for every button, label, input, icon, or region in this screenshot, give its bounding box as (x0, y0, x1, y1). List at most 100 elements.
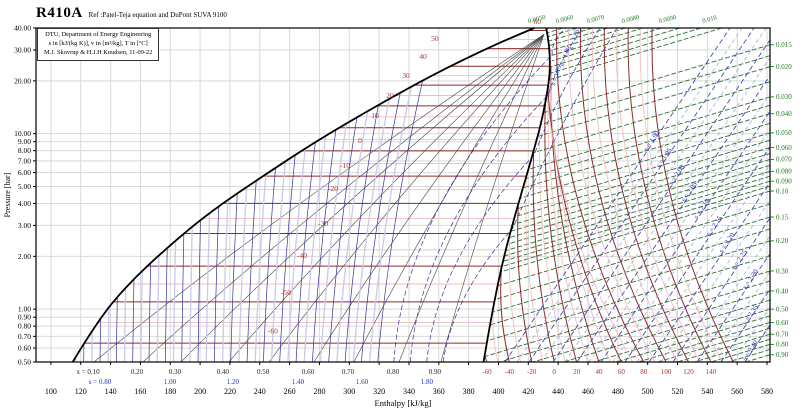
entropy-bottom-label: 1.40 (292, 378, 305, 386)
isochore-right-label: 0.015 (776, 41, 792, 49)
quality-label: 0.80 (387, 368, 400, 376)
temperature-bottom-label: 20 (573, 368, 581, 376)
isochore-right-label: 0.090 (776, 177, 792, 185)
isochore-line (483, 132, 770, 320)
quality-label: 0.40 (217, 368, 230, 376)
isotherm-superheat-line (579, 28, 667, 362)
x-tick-label: 160 (134, 387, 146, 396)
x-tick-label: 260 (284, 387, 296, 396)
bottom-label-rows: x = 0.10 0.20 0.30 0.40 0.50 0.60 0.70 0.80 0.90… (76, 368, 716, 386)
refrigerant-title: R410A (36, 5, 83, 21)
x-tick-label: 540 (701, 387, 713, 396)
isotherm-superheat-line (627, 28, 712, 362)
y-tick-label: 0.80 (18, 322, 31, 331)
isochore-right-label: 0.90 (776, 351, 789, 359)
isochore-right-label: 0.70 (776, 331, 789, 339)
isentrope-vapor-line (624, 28, 770, 362)
isentrope-vapor-line (576, 28, 770, 362)
isochore-right-label: 0.40 (776, 287, 789, 295)
x-tick-label: 420 (522, 387, 534, 396)
x-tick-label: 100 (45, 387, 57, 396)
isochore-line (483, 113, 770, 301)
isochore-line (483, 81, 770, 269)
temperature-dome-label: -60 (268, 326, 278, 335)
temperature-top-label: 60 (534, 17, 542, 26)
temperature-bottom-label: 140 (706, 368, 717, 376)
temperature-bottom-label: 60 (618, 368, 626, 376)
isochore-line (483, 203, 770, 362)
isochore-right-label: 0.60 (776, 319, 789, 327)
x-axis-title: Enthalpy [kJ/kg] (375, 398, 432, 408)
isochore-line (483, 44, 770, 232)
isentrope-vapor-line (672, 28, 770, 362)
isotherm-superheat-line (567, 28, 656, 362)
y-tick-label: 1.00 (18, 305, 31, 314)
temperature-bottom-label: 80 (640, 368, 648, 376)
y-tick-label: 9.00 (18, 137, 31, 146)
isochore-line (483, 299, 770, 362)
x-tick-label: 300 (343, 387, 355, 396)
temperature-dome-label: -10 (340, 161, 350, 170)
isochore-line (483, 175, 770, 362)
isotherm-superheat-line (532, 150, 555, 362)
dome-temperature-labels: 50 40 30 20 10 0 -10 -20 -30 -40 -50 -60 60 (268, 17, 541, 335)
isotherm-superheat-line (547, 85, 589, 362)
isochore-right-label: 0.060 (776, 144, 792, 152)
x-tick-label: 480 (612, 387, 624, 396)
y-axis-title: Pressure [bar] (3, 172, 12, 217)
entropy-bottom-label: 1.60 (356, 378, 369, 386)
quality-label: 0.30 (169, 368, 182, 376)
isochore-line (483, 190, 770, 362)
isochore-right-label: 0.50 (776, 305, 789, 313)
temperature-bottom-label: 0 (552, 368, 556, 376)
x-tick-label: 180 (164, 387, 176, 396)
quality-line (353, 34, 545, 362)
isochore-line (483, 55, 770, 243)
isotherm-superheat-line (538, 127, 566, 362)
isochore-line (483, 290, 770, 362)
isotherm-superheat-line (517, 203, 533, 362)
isochore-top-label: 0.0060 (555, 14, 574, 25)
isochore-right-label: 0.10 (776, 187, 789, 195)
x-tick-label: 140 (105, 387, 117, 396)
temperature-dome-label: -40 (297, 251, 307, 260)
isentrope-bridge-line (393, 28, 567, 362)
entropy-bottom-label: 1.80 (421, 378, 434, 386)
x-tick-label: 460 (582, 387, 594, 396)
x-tick-label: 120 (75, 387, 87, 396)
saturated-vapor-curve (482, 27, 551, 363)
isochore-line (483, 280, 770, 362)
isochore-line (483, 104, 770, 292)
axis-layer: 100 120 140 160 180 200 220 240 260 280 300 320 340 3… (3, 24, 773, 409)
x-tick-label: 560 (731, 387, 743, 396)
isochore-top-label: 0.0050 (527, 14, 546, 25)
info-line-institution: DTU, Department of Energy Engineering (45, 31, 152, 38)
isochore-top-label: 0.0080 (621, 14, 640, 25)
isochore-line (483, 28, 702, 215)
isochore-line (483, 159, 770, 346)
x-tick-label: 280 (313, 387, 325, 396)
isochore-line (483, 255, 770, 362)
isochore-right-label: 0.020 (776, 63, 792, 71)
temperature-dome-label: -50 (281, 288, 291, 297)
y-tick-label: 20.00 (14, 76, 31, 85)
quality-label: 0.50 (257, 368, 270, 376)
isochore-line (483, 164, 770, 352)
isochore-line (483, 122, 770, 310)
y-tick-label: 40.00 (14, 24, 31, 33)
isochore-line (483, 153, 770, 340)
x-tick-label: 340 (403, 387, 415, 396)
saturation-dome (71, 27, 551, 363)
quality-label: 0.20 (131, 368, 144, 376)
isotherm-superheat-line (603, 28, 689, 362)
quality-label: x = 0.10 (76, 368, 100, 376)
isentrope-vapor-line (528, 28, 755, 362)
y-tick-label: 0.50 (18, 358, 31, 367)
isochore-line (483, 270, 770, 362)
y-tick-label: 6.00 (18, 168, 31, 177)
isotherm-superheat-line (500, 266, 510, 362)
isentrope-vapor-line (648, 28, 770, 362)
temperature-bottom-label: -20 (527, 368, 537, 376)
isochore-line (483, 96, 770, 284)
